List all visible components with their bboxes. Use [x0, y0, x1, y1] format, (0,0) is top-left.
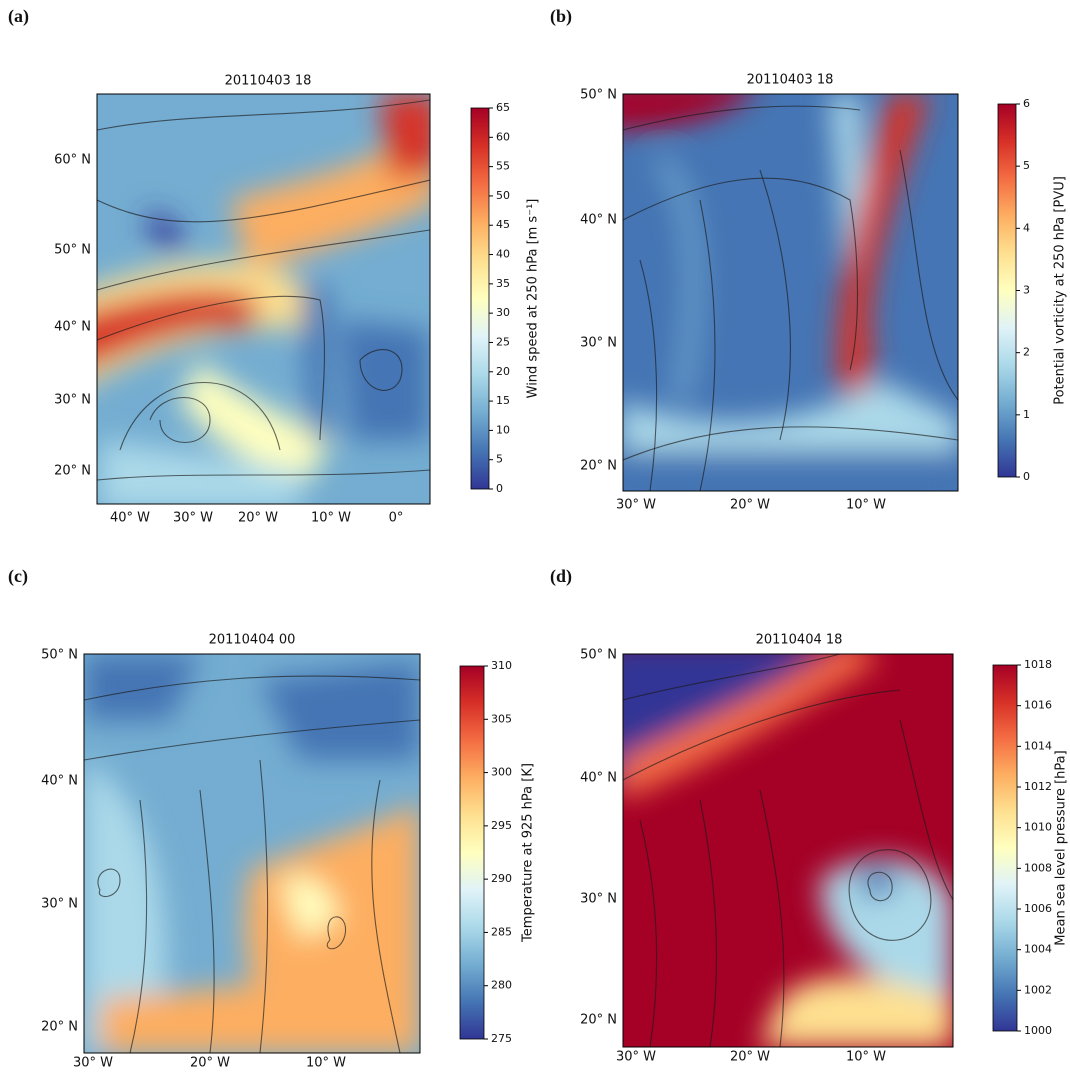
colorbar-tick-label: 310: [491, 659, 512, 672]
colorbar-tick-label: 10: [496, 423, 510, 436]
colorbar-tick-label: 65: [496, 101, 510, 114]
colorbar-tick-label: 30: [496, 306, 510, 319]
lat-tick-label: 30° N: [580, 336, 617, 351]
colorbar-tick-label: 1010: [1024, 821, 1052, 834]
colorbar-tick-label: 280: [491, 979, 512, 992]
panel-label: (a): [8, 6, 29, 27]
lat-tick-label: 20° N: [580, 1013, 617, 1028]
lat-tick-label: 30° N: [54, 393, 91, 408]
colorbar-label: Potential vorticity at 250 hPa [PVU]: [1053, 176, 1068, 405]
map-d: [623, 654, 953, 1047]
colorbar-tick-label: 1018: [1024, 658, 1052, 671]
colorbar-tick-label: 2: [1023, 346, 1030, 359]
lat-tick-label: 40° N: [580, 213, 617, 228]
colorbar-tick-label: 295: [491, 819, 512, 832]
lon-tick-label: 40° W: [110, 511, 150, 526]
colorbar-tick-label: 45: [496, 218, 510, 231]
colorbar-tick-label: 35: [496, 277, 510, 290]
colorbar: [992, 664, 1018, 1032]
lon-tick-label: 10° W: [311, 511, 351, 526]
colorbar-tick-label: 55: [496, 160, 510, 173]
colorbar-tick-label: 6: [1023, 97, 1030, 110]
map-title: 20110403 18: [225, 74, 312, 89]
colorbar-tick-label: 25: [496, 335, 510, 348]
colorbar-tick-label: 1008: [1024, 861, 1052, 874]
panel-label: (c): [8, 566, 28, 587]
colorbar-tick-label: 1000: [1024, 1024, 1052, 1037]
lon-tick-label: 10° W: [306, 1056, 346, 1071]
map-title: 20110403 18: [747, 73, 834, 88]
colorbar: [459, 665, 485, 1040]
lon-tick-label: 20° W: [238, 511, 278, 526]
lat-tick-label: 20° N: [580, 459, 617, 474]
map-title: 20110404 18: [756, 633, 843, 648]
colorbar-label: Wind speed at 250 hPa [m s⁻¹]: [526, 199, 541, 399]
colorbar-tick-label: 285: [491, 925, 512, 938]
lon-tick-label: 30° W: [73, 1056, 113, 1071]
lon-tick-label: 30° W: [616, 498, 656, 513]
panel-label: (b): [550, 6, 572, 27]
colorbar-tick-label: 1: [1023, 408, 1030, 421]
lat-tick-label: 20° N: [54, 464, 91, 479]
colorbar-tick-label: 15: [496, 394, 510, 407]
colorbar-tick-label: 1004: [1024, 943, 1052, 956]
map-b: [623, 94, 958, 491]
lat-tick-label: 40° N: [41, 774, 78, 789]
colorbar-tick-label: 0: [1023, 470, 1030, 483]
map-title: 20110404 00: [209, 633, 296, 648]
map-c: [84, 654, 420, 1053]
lon-tick-label: 10° W: [846, 498, 886, 513]
colorbar: [997, 103, 1017, 478]
lat-tick-label: 50° N: [580, 648, 617, 663]
colorbar-tick-label: 1002: [1024, 983, 1052, 996]
lat-tick-label: 50° N: [580, 88, 617, 103]
lon-tick-label: 20° W: [730, 498, 770, 513]
colorbar-label: Mean sea level pressure [hPa]: [1054, 750, 1069, 945]
lat-tick-label: 30° N: [41, 897, 78, 912]
lat-tick-label: 50° N: [41, 648, 78, 663]
colorbar-tick-label: 3: [1023, 284, 1030, 297]
colorbar-tick-label: 4: [1023, 221, 1030, 234]
colorbar-tick-label: 305: [491, 712, 512, 725]
colorbar-tick-label: 1016: [1024, 699, 1052, 712]
lat-tick-label: 30° N: [580, 892, 617, 907]
lat-tick-label: 20° N: [41, 1020, 78, 1035]
map-a: [97, 94, 430, 504]
colorbar-tick-label: 60: [496, 130, 510, 143]
lat-tick-label: 60° N: [54, 153, 91, 168]
lon-tick-label: 30° W: [173, 511, 213, 526]
colorbar-tick-label: 0: [496, 482, 503, 495]
lon-tick-label: 20° W: [190, 1056, 230, 1071]
lat-tick-label: 40° N: [54, 320, 91, 335]
lat-tick-label: 50° N: [54, 243, 91, 258]
colorbar-tick-label: 5: [496, 453, 503, 466]
colorbar-tick-label: 1012: [1024, 780, 1052, 793]
colorbar-tick-label: 300: [491, 766, 512, 779]
colorbar-tick-label: 290: [491, 872, 512, 885]
colorbar-tick-label: 275: [491, 1032, 512, 1045]
colorbar-tick-label: 40: [496, 248, 510, 261]
colorbar-tick-label: 50: [496, 189, 510, 202]
lon-tick-label: 30° W: [616, 1050, 656, 1065]
colorbar-tick-label: 5: [1023, 159, 1030, 172]
colorbar-tick-label: 1014: [1024, 739, 1052, 752]
lat-tick-label: 40° N: [580, 771, 617, 786]
colorbar-label: Temperature at 925 hPa [K]: [521, 763, 536, 943]
lon-tick-label: 10° W: [846, 1050, 886, 1065]
lon-tick-label: 0°: [389, 511, 404, 526]
colorbar-tick-label: 1006: [1024, 902, 1052, 915]
colorbar-tick-label: 20: [496, 365, 510, 378]
panel-label: (d): [550, 566, 572, 587]
colorbar: [470, 107, 490, 490]
lon-tick-label: 20° W: [730, 1050, 770, 1065]
